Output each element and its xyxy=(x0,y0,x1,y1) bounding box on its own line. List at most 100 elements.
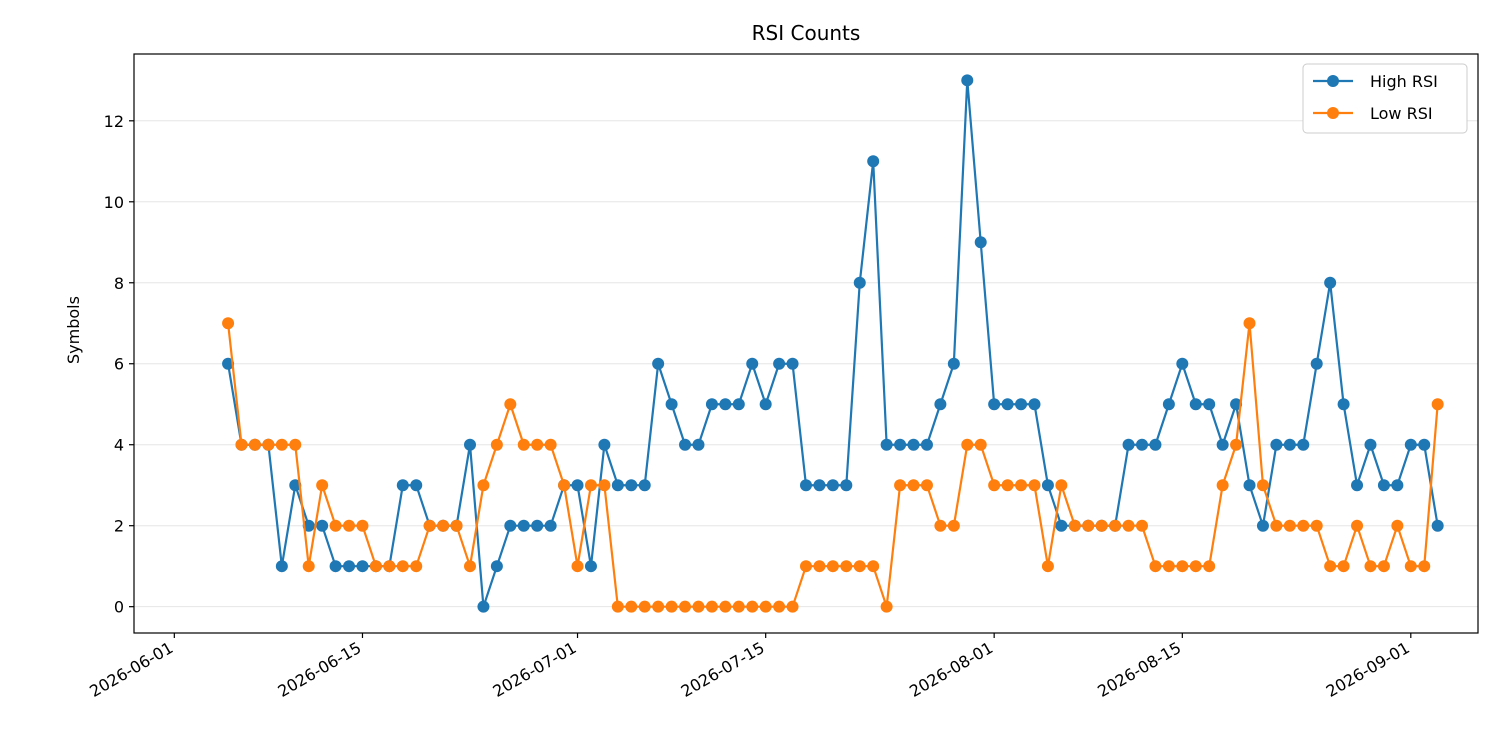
data-point xyxy=(356,519,369,532)
data-point xyxy=(584,479,597,492)
data-point xyxy=(1364,438,1377,451)
data-point xyxy=(1001,398,1014,411)
data-point xyxy=(1230,398,1243,411)
data-point xyxy=(705,398,718,411)
data-point xyxy=(1270,519,1283,532)
data-point xyxy=(1189,560,1202,573)
data-point xyxy=(222,317,235,330)
data-point xyxy=(423,519,436,532)
data-point xyxy=(1189,398,1202,411)
data-point xyxy=(450,519,463,532)
data-point xyxy=(531,438,544,451)
data-point xyxy=(1136,438,1148,451)
data-point xyxy=(880,600,893,613)
data-point xyxy=(974,236,987,249)
data-point xyxy=(894,479,907,492)
data-point xyxy=(1297,438,1310,451)
data-point xyxy=(1324,276,1337,289)
data-point xyxy=(773,600,786,613)
data-point xyxy=(1203,398,1216,411)
data-point xyxy=(732,600,745,613)
data-point xyxy=(719,600,732,613)
data-point xyxy=(544,438,557,451)
data-point xyxy=(1391,519,1404,532)
x-axis-ticks: 2026-06-01 2026-06-15 2026-07-01 2026-07-15… xyxy=(86,633,1413,701)
data-point xyxy=(1216,438,1229,451)
data-point xyxy=(665,600,678,613)
legend: High RSI Low RSI xyxy=(1302,63,1468,134)
data-point xyxy=(934,519,947,532)
data-point xyxy=(262,438,275,451)
data-point xyxy=(544,519,557,532)
data-point xyxy=(1404,560,1417,573)
data-point xyxy=(773,357,786,370)
data-point xyxy=(1324,560,1337,573)
data-point xyxy=(1256,479,1269,492)
data-point xyxy=(679,438,692,451)
data-point xyxy=(477,479,490,492)
data-point xyxy=(369,560,382,573)
data-point xyxy=(1122,438,1135,451)
data-point xyxy=(961,438,974,451)
data-point xyxy=(920,438,933,451)
data-point xyxy=(1028,398,1041,411)
data-point xyxy=(275,560,288,573)
data-point xyxy=(853,276,866,289)
data-point xyxy=(759,398,772,411)
data-point xyxy=(652,357,665,370)
data-point xyxy=(1055,479,1068,492)
data-point xyxy=(1136,519,1148,532)
data-point xyxy=(947,357,960,370)
data-point xyxy=(1162,560,1175,573)
data-point xyxy=(477,600,490,613)
data-point xyxy=(880,438,893,451)
data-point xyxy=(329,519,342,532)
legend-label: Low RSI xyxy=(1370,104,1433,123)
data-point xyxy=(907,479,920,492)
x-tick-label: 2026-08-15 xyxy=(1094,638,1184,701)
data-point xyxy=(800,560,812,573)
data-point xyxy=(947,519,960,532)
data-point xyxy=(1149,438,1162,451)
data-point xyxy=(705,600,718,613)
data-point xyxy=(625,479,638,492)
data-point xyxy=(1162,398,1175,411)
data-point xyxy=(302,560,315,573)
data-point xyxy=(356,560,369,573)
y-tick-label: 6 xyxy=(114,355,124,374)
data-point xyxy=(343,560,356,573)
data-point xyxy=(665,398,678,411)
data-point xyxy=(1337,398,1350,411)
data-point xyxy=(732,398,745,411)
data-point xyxy=(853,560,866,573)
data-point xyxy=(1230,438,1243,451)
data-point xyxy=(894,438,907,451)
data-point xyxy=(1176,560,1189,573)
data-point xyxy=(571,479,584,492)
data-point xyxy=(490,560,503,573)
data-point xyxy=(1041,560,1054,573)
data-point xyxy=(800,479,812,492)
data-point xyxy=(504,519,517,532)
data-point xyxy=(464,560,476,573)
data-point xyxy=(813,560,826,573)
data-point xyxy=(598,438,611,451)
series-layer xyxy=(222,74,1444,613)
data-point xyxy=(611,600,624,613)
y-tick-label: 0 xyxy=(114,598,124,617)
data-point xyxy=(1418,438,1431,451)
y-tick-label: 2 xyxy=(114,517,124,536)
data-point xyxy=(625,600,638,613)
data-point xyxy=(316,519,329,532)
data-point xyxy=(316,479,329,492)
data-point xyxy=(1068,519,1081,532)
y-tick-label: 10 xyxy=(104,193,124,212)
data-point xyxy=(1203,560,1216,573)
data-point xyxy=(275,438,288,451)
data-point xyxy=(692,438,705,451)
data-point xyxy=(1109,519,1122,532)
data-point xyxy=(1431,398,1444,411)
data-point xyxy=(1028,479,1041,492)
data-point xyxy=(679,600,692,613)
